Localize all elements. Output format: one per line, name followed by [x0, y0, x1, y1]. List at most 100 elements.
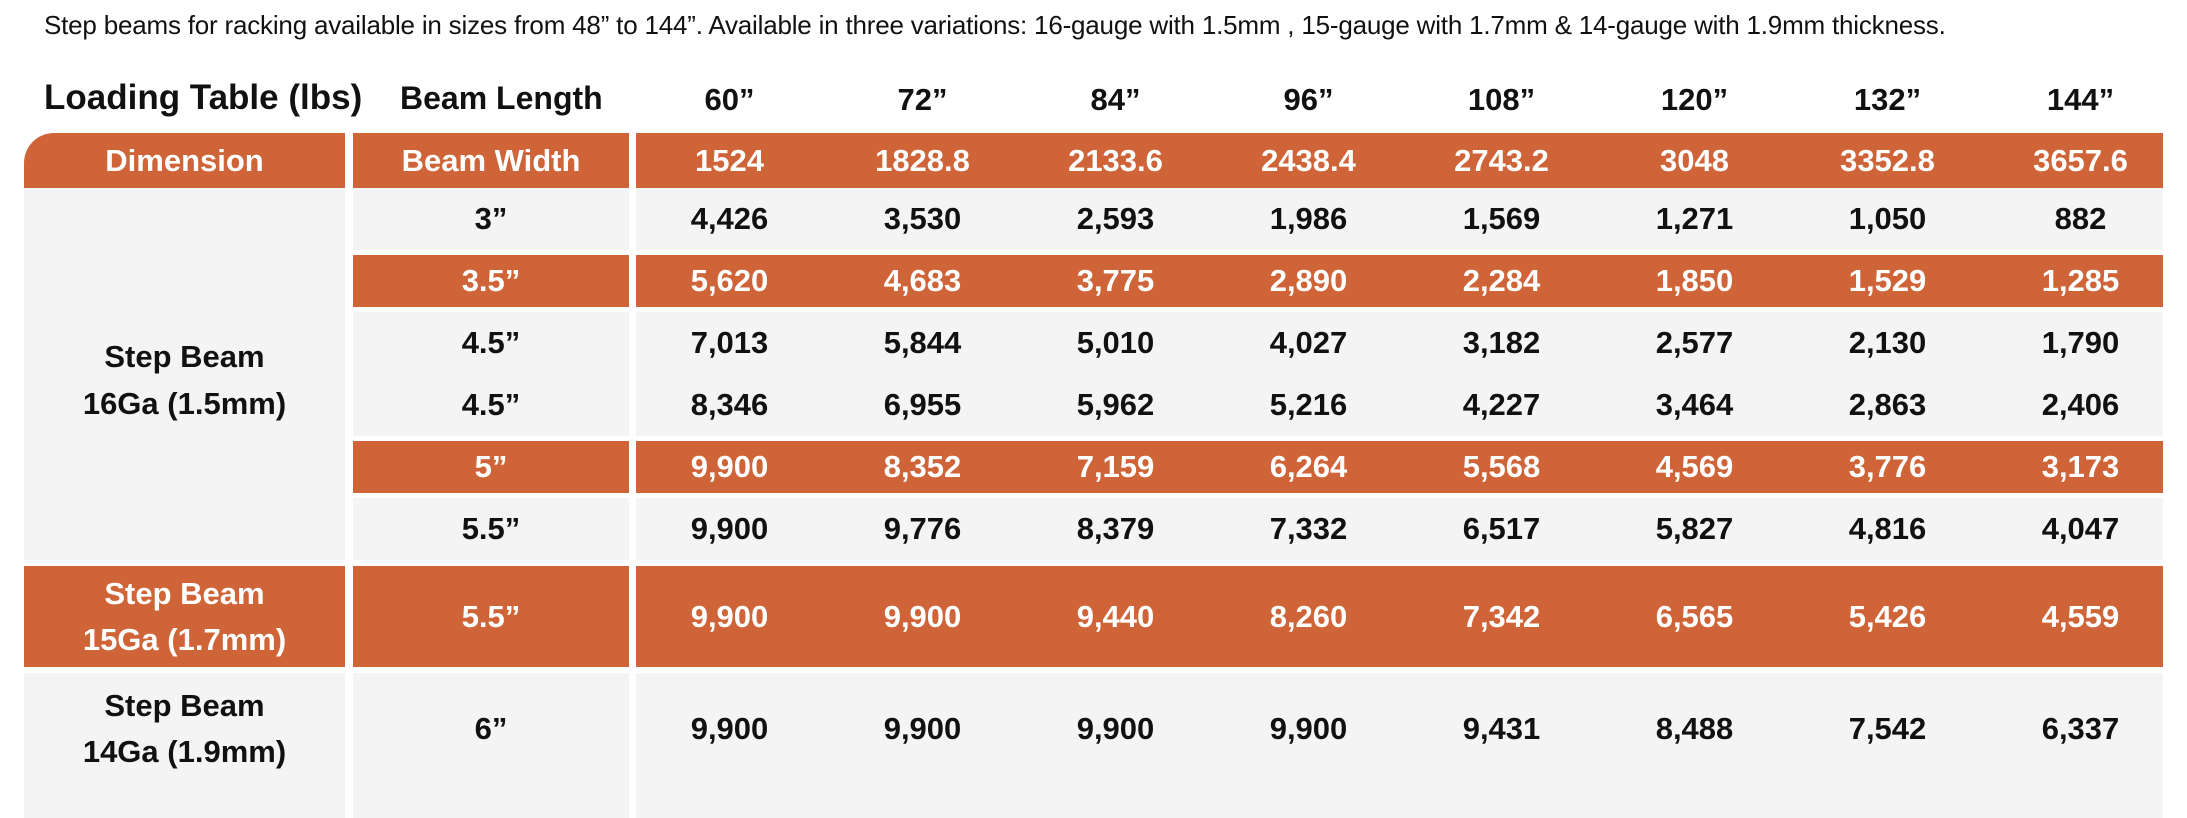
load-value: 2,863 [1848, 387, 1927, 422]
load-value: 7,542 [1848, 711, 1927, 746]
load-value: 2,284 [1462, 263, 1541, 298]
load-value: 4,683 [883, 263, 962, 298]
beam-size: 5.5” [461, 511, 521, 546]
size-cell-bg [353, 374, 629, 436]
widths-row-bg [636, 133, 2163, 188]
beam-width-label: Beam Width [401, 142, 581, 178]
load-value: 2,890 [1269, 263, 1348, 298]
group-label-14ga: Step Beam 14Ga (1.9mm) [24, 673, 345, 785]
intro-text: Step beams for racking available in size… [44, 10, 1946, 40]
load-value: 3,182 [1462, 325, 1541, 360]
load-value: 6,955 [883, 387, 962, 422]
values-row-bg [636, 312, 2163, 374]
load-value: 1,850 [1655, 263, 1734, 298]
beam-width-value: 3657.6 [2033, 142, 2128, 178]
length-header: 60” [704, 82, 755, 117]
load-value: 9,900 [690, 449, 769, 484]
load-value: 7,332 [1269, 511, 1348, 546]
load-value: 4,426 [690, 201, 769, 236]
load-value: 5,010 [1076, 325, 1155, 360]
beam-width-cell-bg [353, 133, 629, 188]
load-value: 6,337 [2041, 711, 2120, 746]
load-value: 6,264 [1269, 449, 1348, 484]
beam-width-value: 2133.6 [1068, 142, 1163, 178]
load-value: 2,593 [1076, 201, 1155, 236]
load-value: 2,130 [1848, 325, 1927, 360]
load-value: 3,464 [1655, 387, 1734, 422]
beam-size: 6” [474, 711, 508, 746]
group-label-line1: Step Beam [104, 688, 265, 723]
load-value: 4,047 [2041, 511, 2120, 546]
length-header: 72” [897, 82, 948, 117]
load-value: 5,827 [1655, 511, 1734, 546]
load-value: 1,271 [1655, 201, 1734, 236]
table-header-row: Loading Table (lbs) Beam Length 60” 72” 84… [0, 78, 2187, 126]
beam-width-value: 1828.8 [875, 142, 970, 178]
length-header: 84” [1090, 82, 1141, 117]
length-header: 108” [1467, 82, 1536, 117]
load-value: 5,568 [1462, 449, 1541, 484]
load-value: 6,565 [1655, 598, 1734, 634]
load-value: 3,173 [2041, 449, 2120, 484]
load-value: 8,352 [883, 449, 962, 484]
group-label-line2: 14Ga (1.9mm) [82, 734, 287, 769]
load-value: 9,776 [883, 511, 962, 546]
load-value: 2,577 [1655, 325, 1734, 360]
load-value: 9,900 [1269, 711, 1348, 746]
group-label-line1: Step Beam [104, 339, 265, 374]
beam-size: 5.5” [461, 598, 521, 634]
load-value: 1,529 [1848, 263, 1927, 298]
size-cell-bg [353, 312, 629, 374]
load-value: 7,342 [1462, 598, 1541, 634]
size-cell-bg [353, 673, 629, 818]
load-value: 9,440 [1076, 598, 1155, 634]
load-value: 7,159 [1076, 449, 1155, 484]
load-value: 8,379 [1076, 511, 1155, 546]
load-value: 8,488 [1655, 711, 1734, 746]
beam-length-label: Beam Length [400, 80, 603, 116]
group-label-16ga: Step Beam 16Ga (1.5mm) [24, 188, 345, 560]
load-value: 5,620 [690, 263, 769, 298]
load-value: 6,517 [1462, 511, 1541, 546]
load-value: 8,260 [1269, 598, 1348, 634]
size-cell-bg [353, 441, 629, 493]
load-value: 5,962 [1076, 387, 1155, 422]
length-header: 120” [1660, 82, 1729, 117]
load-value: 882 [2054, 201, 2107, 236]
beam-size: 4.5” [461, 387, 521, 422]
load-value: 1,285 [2041, 263, 2120, 298]
values-row-bg [636, 255, 2163, 307]
load-value: 3,775 [1076, 263, 1155, 298]
group-label-line2: 15Ga (1.7mm) [82, 621, 287, 657]
load-value: 4,559 [2041, 598, 2120, 634]
load-value: 4,569 [1655, 449, 1734, 484]
load-value: 3,530 [883, 201, 962, 236]
beam-width-value: 1524 [695, 142, 764, 178]
load-value: 9,900 [690, 598, 769, 634]
group-16ga-label-bg [24, 188, 345, 560]
load-value: 7,013 [690, 325, 769, 360]
load-value: 4,227 [1462, 387, 1541, 422]
group-label-line1: Step Beam [104, 575, 265, 611]
load-value: 1,986 [1269, 201, 1348, 236]
values-row-bg [636, 673, 2163, 818]
load-value: 9,900 [690, 711, 769, 746]
load-value: 9,900 [1076, 711, 1155, 746]
beam-size: 4.5” [461, 325, 521, 360]
load-value: 8,346 [690, 387, 769, 422]
size-cell-bg [353, 566, 629, 667]
beam-size: 3.5” [461, 263, 521, 298]
load-value: 9,431 [1462, 711, 1541, 746]
values-row-bg [636, 374, 2163, 436]
values-row-bg [636, 566, 2163, 667]
load-value: 1,050 [1848, 201, 1927, 236]
table-title: Loading Table (lbs) [44, 78, 363, 117]
size-cell-bg [353, 188, 629, 250]
dimension-cell-bg [24, 133, 345, 188]
values-row-bg [636, 498, 2163, 560]
size-cell-bg [353, 498, 629, 560]
beam-width-value: 3352.8 [1840, 142, 1935, 178]
size-cell-bg [353, 255, 629, 307]
length-header: 144” [2046, 82, 2115, 117]
load-value: 9,900 [883, 598, 962, 634]
